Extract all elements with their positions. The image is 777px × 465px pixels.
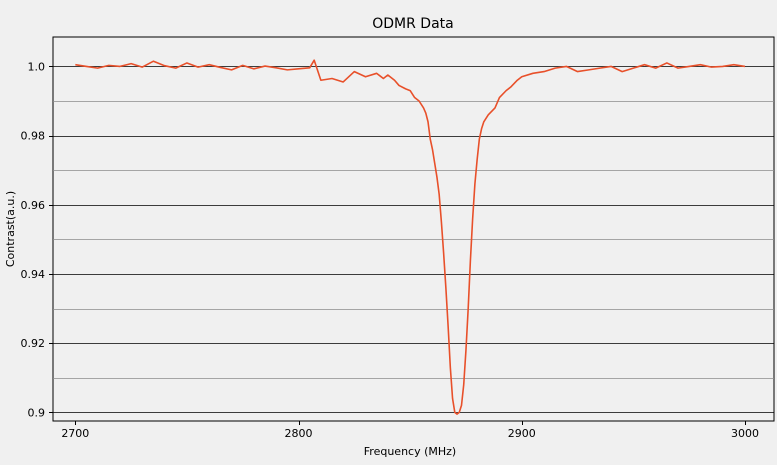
x-tick-label: 2900: [508, 427, 536, 440]
y-tick-label: 0.9: [28, 406, 46, 419]
y-tick-label: 0.92: [21, 337, 46, 350]
y-tick-label: 0.96: [21, 199, 46, 212]
y-tick-label: 0.94: [21, 268, 46, 281]
x-axis-ticks: 2700 2800 2900 3000: [61, 421, 759, 440]
y-tick-label: 0.98: [21, 130, 46, 143]
x-tick-label: 2700: [61, 427, 89, 440]
gridlines: [53, 66, 774, 413]
plot-area: [52, 36, 775, 422]
series-line: [75, 59, 746, 415]
x-axis-title: Frequency (MHz): [364, 445, 456, 458]
x-tick-label: 2800: [285, 427, 313, 440]
y-axis-ticks: 0.9 0.92 0.94 0.96 0.98 1.0: [21, 60, 53, 419]
x-tick-label: 3000: [731, 427, 759, 440]
y-tick-label: 1.0: [28, 60, 46, 73]
y-axis-title: Contrast(a.u.): [4, 191, 17, 267]
chart-title: ODMR Data: [372, 16, 453, 32]
